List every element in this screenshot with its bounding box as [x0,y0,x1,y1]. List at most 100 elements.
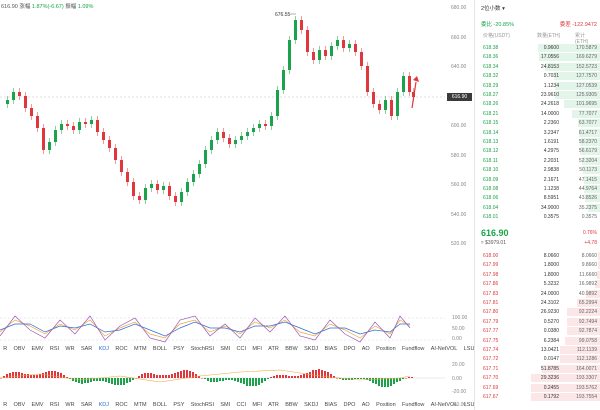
indicator-tab-mfi[interactable]: MFI [252,402,262,408]
row-price: 618.29 [483,82,499,89]
indicator-tab-r[interactable]: R [3,346,8,352]
book-row[interactable]: 617.77 0.0380 92.7874 [475,327,600,336]
book-row[interactable]: 617.98 1.8000 11.6660 [475,270,600,280]
book-row[interactable]: 618.08 1.1238 44.9764 [475,185,600,194]
indicator-tab-mfi[interactable]: MFI [252,346,262,352]
indicator-tab-bbw[interactable]: BBW [285,346,298,352]
indicator-tab-mtm[interactable]: MTM [134,346,147,352]
book-row[interactable]: 617.75 6.2384 99.0758 [475,336,600,346]
indicator-tab-stochrsi[interactable]: StochRSI [190,346,214,352]
indicator-tab-wr[interactable]: WR [65,402,75,408]
indicator-tab-cci[interactable]: CCI [236,346,246,352]
book-row[interactable]: 617.71 51.8785 164.0071 [475,364,600,374]
indicator-tab-rsi[interactable]: RSI [49,402,60,408]
row-price: 618.34 [483,63,499,70]
indicator-tab-obv[interactable]: OBV [13,346,26,352]
book-row[interactable]: 618.04 34.9000 35.2375 [475,203,600,213]
book-row[interactable]: 617.67 0.1792 193.7554 [475,393,600,402]
indicator-tab-position[interactable]: Position [376,346,396,352]
indicator-tab-ao[interactable]: AO [361,346,370,352]
book-row[interactable]: 618.38 0.9600 170.5879 [475,44,600,53]
book-row[interactable]: 618.06 8.5951 43.8526 [475,194,600,203]
volume-subchart[interactable] [0,356,445,400]
indicator-tab-rsi[interactable]: RSI [49,346,60,352]
book-row[interactable]: 617.80 26.9230 92.2224 [475,308,600,317]
book-row[interactable]: 618.13 1.6191 58.2370 [475,138,600,147]
book-row[interactable]: 617.83 24.0000 40.9892 [475,289,600,299]
book-row[interactable]: 617.70 29.3236 193.3307 [475,374,600,383]
indicator-tab-lsur[interactable]: LSUR [463,346,479,352]
indicator-tab-sar[interactable]: SAR [80,346,93,352]
book-row[interactable]: 618.26 24.2618 101.9695 [475,100,600,109]
indicator-tab-emv[interactable]: EMV [31,402,44,408]
book-row[interactable]: 618.10 2.9838 50.1173 [475,166,600,175]
indicator-tab-stochrsi[interactable]: StochRSI [190,402,214,408]
kdj-subchart[interactable] [0,312,445,346]
precision-dropdown[interactable]: 2位小数 ▾ [481,6,505,12]
indicator-tab-cci[interactable]: CCI [236,402,246,408]
indicator-tab-ai-netvol[interactable]: AI-NetVOL [430,346,458,352]
row-price: 617.71 [483,365,499,372]
indicator-tab-r[interactable]: R [3,402,8,408]
indicator-tab-bbw[interactable]: BBW [285,402,298,408]
indicator-tab-psy[interactable]: PSY [173,346,185,352]
indicator-tab-atr[interactable]: ATR [268,346,279,352]
indicator-tab-psy[interactable]: PSY [173,402,185,408]
book-row[interactable]: 618.12 4.2975 56.6179 [475,147,600,156]
book-row[interactable]: 617.72 0.0147 112.1286 [475,355,600,364]
macd-bar [165,375,167,378]
book-row[interactable]: 618.27 23.9610 125.9305 [475,91,600,100]
indicator-tab-ai-netvol[interactable]: AI-NetVOL [430,402,458,408]
indicator-tab-smi[interactable]: SMI [220,402,231,408]
indicator-tab-fundflow[interactable]: Fundflow [402,402,425,408]
indicator-tab-wr[interactable]: WR [65,346,75,352]
indicator-tab-smi[interactable]: SMI [220,346,231,352]
macd-bar [159,375,161,378]
book-row[interactable]: 617.74 13.0421 112.1139 [475,346,600,355]
macd-bar [33,375,35,378]
book-row[interactable]: 618.34 24.8153 152.5723 [475,62,600,72]
candle [54,130,57,142]
indicator-tab-position[interactable]: Position [376,402,396,408]
indicator-tab-atr[interactable]: ATR [268,402,279,408]
book-row[interactable]: 617.79 0.5270 92.7494 [475,317,600,327]
book-row[interactable]: 618.01 0.3575 0.3575 [475,213,600,222]
book-row[interactable]: 618.11 2.2031 52.3204 [475,156,600,166]
book-row[interactable]: 618.14 3.2347 61.4717 [475,128,600,138]
indicator-tab-kdj[interactable]: KDJ [98,346,110,352]
indicator-tab-roc[interactable]: ROC [115,346,128,352]
book-row[interactable]: 617.81 24.3102 65.2994 [475,299,600,308]
indicator-tab-bias[interactable]: BIAS [324,402,338,408]
indicator-tab-emv[interactable]: EMV [31,346,44,352]
book-row[interactable]: 617.69 0.2455 193.5762 [475,383,600,393]
indicator-tab-fundflow[interactable]: Fundflow [402,346,425,352]
indicator-tab-mtm[interactable]: MTM [134,402,147,408]
indicator-tab-skdj[interactable]: SKDJ [304,346,319,352]
book-row[interactable]: 618.36 17.0556 169.6279 [475,53,600,62]
book-row[interactable]: 618.09 2.1671 47.1415 [475,175,600,185]
price-tick: 560.00 [451,182,467,188]
indicator-tab-kdj[interactable]: KDJ [98,402,110,408]
indicator-tab-boll[interactable]: BOLL [152,402,167,408]
indicator-tab-bias[interactable]: BIAS [324,346,338,352]
book-row[interactable]: 618.32 0.7031 127.7570 [475,72,600,81]
indicator-tab-dpo[interactable]: DPO [343,346,356,352]
indicator-tab-roc[interactable]: ROC [115,402,128,408]
k-line [0,319,411,339]
indicator-tab-dpo[interactable]: DPO [343,402,356,408]
kline-chart-area[interactable]: 616.90 涨幅 1.87%(-6.67) 振幅 1.09% 676.55 6… [0,0,478,410]
indicator-tab-sar[interactable]: SAR [80,402,93,408]
indicator-tab-boll[interactable]: BOLL [152,346,167,352]
book-row[interactable]: 617.99 1.8000 9.8660 [475,261,600,270]
book-row[interactable]: 618.00 8.0660 8.0660 [475,252,600,261]
macd-bar [162,375,164,378]
candlestick-plot[interactable]: 676.55 [0,0,445,310]
book-row[interactable]: 618.29 1.1234 127.0539 [475,81,600,91]
book-row[interactable]: 617.86 5.3232 16.9892 [475,280,600,289]
indicator-tab-lsur[interactable]: LSUR [463,402,479,408]
indicator-tab-skdj[interactable]: SKDJ [304,402,319,408]
book-row[interactable]: 618.21 14.0000 77.7077 [475,109,600,119]
indicator-tab-obv[interactable]: OBV [13,402,26,408]
indicator-tab-ao[interactable]: AO [361,402,370,408]
book-row[interactable]: 618.15 2.2360 63.7077 [475,119,600,128]
